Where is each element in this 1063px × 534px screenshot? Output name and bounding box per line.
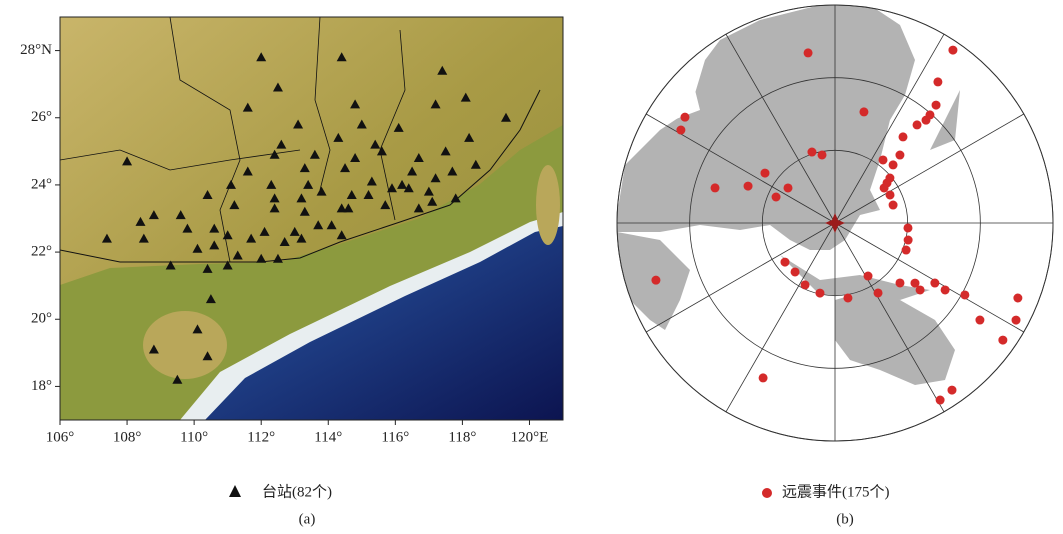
event	[941, 285, 950, 294]
event	[895, 151, 904, 160]
event	[886, 190, 895, 199]
caption-b: (b)	[836, 511, 854, 527]
y-tick-label: 20°	[31, 311, 52, 327]
x-tick-label: 116°	[381, 429, 409, 445]
y-tick-label: 22°	[31, 244, 52, 260]
event	[759, 373, 768, 382]
y-tick-label: 18°	[31, 378, 52, 394]
event	[930, 279, 939, 288]
y-tick-label: 26°	[31, 109, 52, 125]
event	[895, 278, 904, 287]
event	[772, 192, 781, 201]
event	[744, 182, 753, 191]
event	[1012, 316, 1021, 325]
x-tick-label: 108°	[113, 429, 142, 445]
x-tick-label: 112°	[247, 429, 275, 445]
event	[651, 276, 660, 285]
y-tick-label: 28°N	[20, 42, 52, 58]
event	[922, 116, 931, 125]
x-tick-label: 106°	[46, 429, 75, 445]
event	[801, 280, 810, 289]
event	[760, 169, 769, 178]
event	[998, 336, 1007, 345]
event	[791, 267, 800, 276]
legend-a-symbol	[229, 485, 241, 497]
x-tick-label: 118°	[448, 429, 476, 445]
event	[680, 113, 689, 122]
event	[878, 155, 887, 164]
event	[1013, 294, 1022, 303]
legend-a: 台站(82个)	[262, 483, 332, 500]
event	[902, 246, 911, 255]
event	[903, 223, 912, 232]
event	[780, 258, 789, 267]
event	[880, 183, 889, 192]
figure: 台站(82个) (a) 远震事件(175个) (b) 106° 108° 110° 1…	[0, 0, 1063, 534]
x-tick-label: 114°	[314, 429, 342, 445]
event	[874, 288, 883, 297]
event	[910, 279, 919, 288]
legend-b: 远震事件(175个)	[782, 483, 890, 500]
event	[864, 272, 873, 281]
event	[936, 396, 945, 405]
caption-a: (a)	[299, 511, 316, 527]
event	[807, 148, 816, 157]
event	[904, 236, 913, 245]
event	[784, 183, 793, 192]
event	[815, 289, 824, 298]
event	[804, 48, 813, 57]
y-tick-label: 24°	[31, 176, 52, 192]
event	[933, 77, 942, 86]
event	[711, 183, 720, 192]
x-tick-label: 110°	[180, 429, 208, 445]
event	[947, 386, 956, 395]
event	[932, 101, 941, 110]
event	[899, 132, 908, 141]
figure-svg: 台站(82个) (a) 远震事件(175个) (b) 106° 108° 110° 1…	[0, 0, 1063, 534]
event	[889, 201, 898, 210]
event	[975, 316, 984, 325]
event	[843, 293, 852, 302]
event	[913, 120, 922, 129]
event	[889, 160, 898, 169]
event	[948, 46, 957, 55]
event	[859, 107, 868, 116]
x-tick-label: 120°E	[511, 429, 549, 445]
event	[818, 150, 827, 159]
legend-b-symbol	[762, 488, 772, 498]
event	[960, 290, 969, 299]
event	[676, 126, 685, 135]
terrain-map	[60, 17, 563, 420]
